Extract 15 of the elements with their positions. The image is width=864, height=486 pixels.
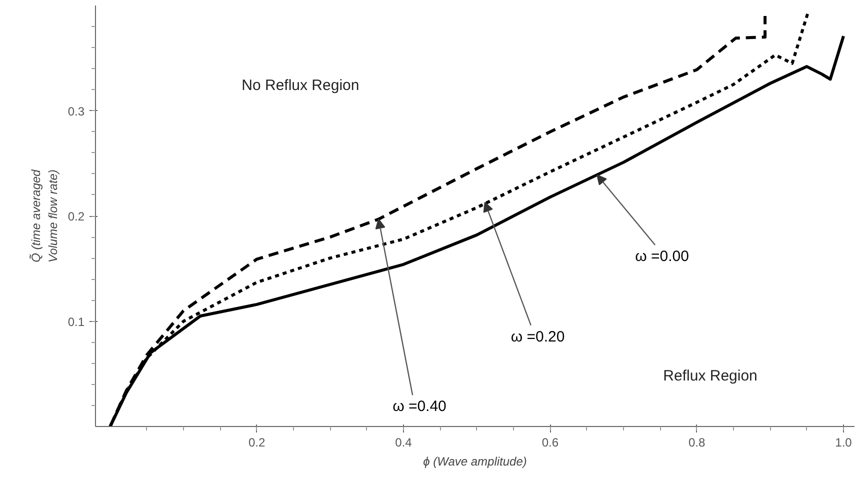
x-tick-label: 0.2: [248, 436, 266, 450]
y-tick-label: 0.3: [68, 104, 85, 118]
x-tick-label: 0.4: [395, 436, 412, 450]
annotation: ω =0.40: [392, 398, 446, 416]
annotation: Reflux Region: [663, 367, 758, 384]
y-axis-title: Q̃ (time averaged Volume flow rate): [29, 169, 60, 262]
annotation: ω =0.00: [635, 248, 689, 265]
annotation: No Reflux Region: [242, 76, 360, 94]
x-axis-title: ϕ (Wave amplitude): [423, 454, 527, 468]
x-tick-label: 0.8: [688, 436, 706, 450]
x-tick-label: 0.6: [542, 436, 559, 450]
annotation: ω =0.20: [510, 328, 565, 346]
y-tick-label: 0.1: [68, 314, 85, 329]
x-tick-label: 1.0: [835, 436, 852, 450]
y-tick-label: 0.2: [68, 210, 85, 224]
